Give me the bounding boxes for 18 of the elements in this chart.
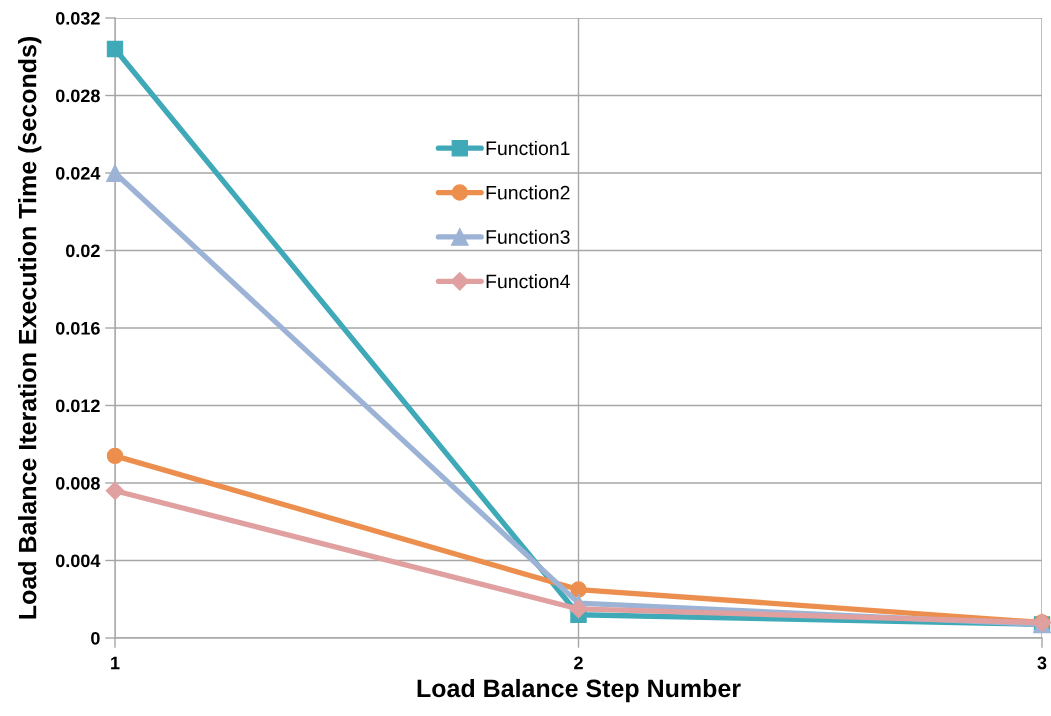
x-tick-label: 3 — [1037, 656, 1047, 670]
legend-label: Function1 — [486, 140, 570, 156]
legend-label: Function2 — [486, 185, 570, 200]
x-tick-label: 2 — [574, 656, 583, 670]
legend-label: Function3 — [486, 229, 570, 244]
y-tick-label: 0.012 — [55, 399, 100, 413]
y-tick-label: 0.016 — [55, 321, 100, 335]
y-tick-label: 0.02 — [65, 244, 100, 258]
y-tick-label: 0.024 — [55, 166, 101, 180]
y-tick-label: 0.004 — [55, 554, 101, 568]
y-axis-title: Load Balance Iteration Execution Time (seconds) — [18, 37, 42, 619]
y-tick-label: 0.028 — [55, 89, 100, 103]
y-tick-label: 0 — [91, 631, 100, 645]
x-tick-label: 1 — [111, 656, 120, 670]
x-axis-title: Load Balance Step Number — [417, 678, 741, 703]
y-tick-label: 0.008 — [55, 476, 100, 490]
legend-label: Function4 — [486, 274, 570, 289]
y-tick-label: 0.032 — [55, 11, 100, 25]
